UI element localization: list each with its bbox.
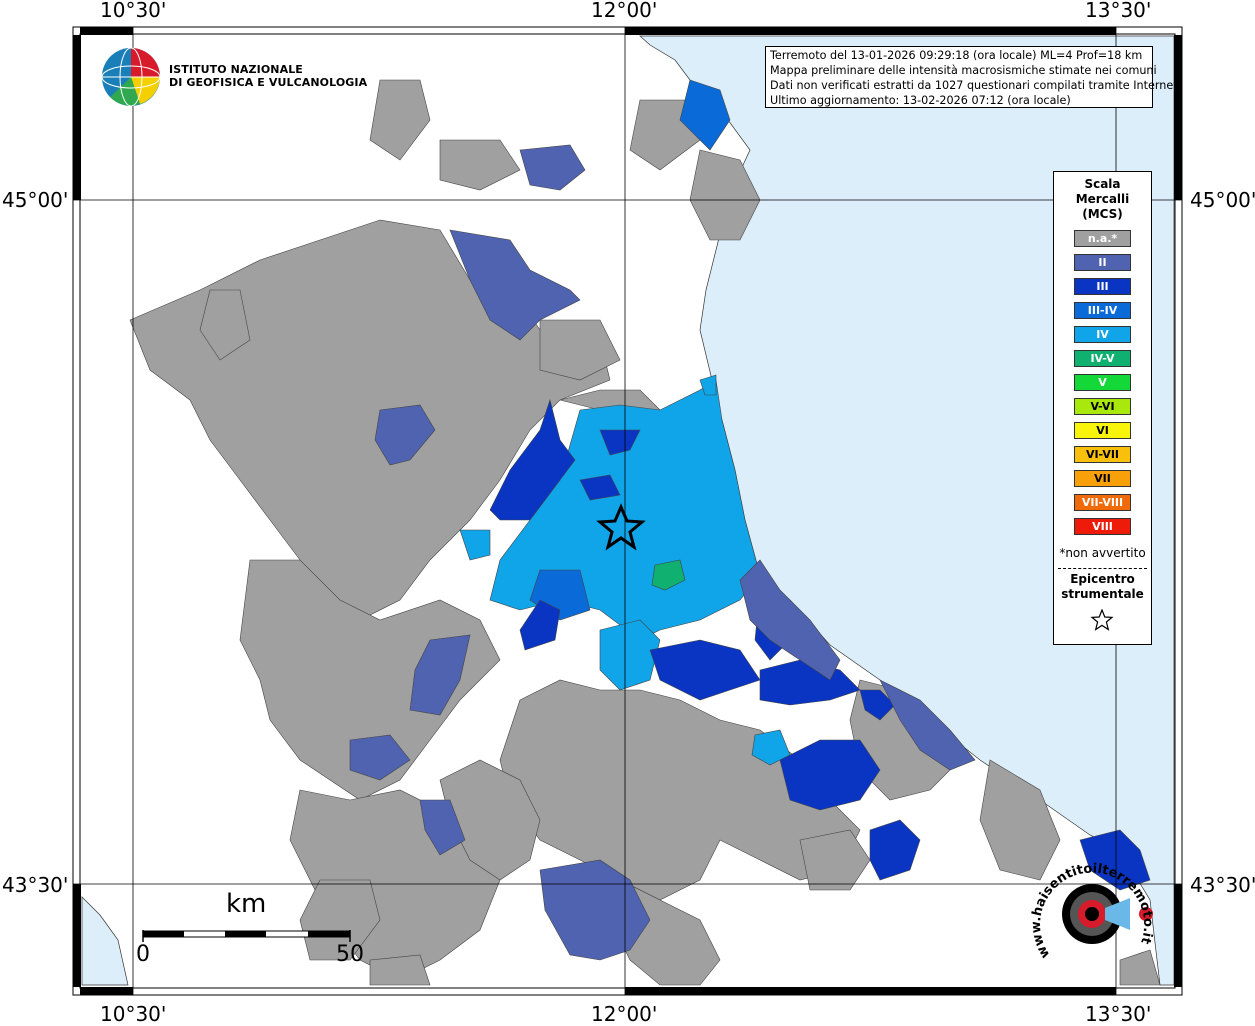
- comuni-ii: [349, 144, 976, 961]
- legend-epicenter-label: Epicentro strumentale: [1054, 572, 1151, 602]
- lon-label-top-center: 12°00': [591, 0, 658, 22]
- legend-item: VII-VIII: [1074, 494, 1131, 511]
- lat-label-left-top: 45°00': [2, 188, 69, 212]
- legend-item: VI-VII: [1074, 446, 1131, 463]
- legend-title-line1: Scala: [1084, 177, 1121, 191]
- event-info-line3: Dati non verificati estratti da 1027 que…: [770, 79, 1182, 92]
- legend-separator: [1058, 568, 1147, 569]
- scale-unit: km: [226, 889, 267, 919]
- legend-item: IV-V: [1074, 350, 1131, 367]
- legend-item: VIII: [1074, 518, 1131, 535]
- event-info-line4: Ultimo aggiornamento: 13-02-2026 07:12 (…: [770, 94, 1071, 107]
- scale-bar: [142, 930, 351, 942]
- institute-line2: DI GEOFISICA E VULCANOLOGIA: [169, 76, 368, 89]
- legend-item: II: [1074, 254, 1131, 271]
- watermark-label: www.haisentitoilterremoto.it: [1030, 861, 1155, 960]
- institute-line1: ISTITUTO NAZIONALE: [169, 63, 303, 76]
- scale-max: 50: [336, 942, 364, 967]
- frame-inner: [79, 33, 1176, 989]
- comuni-iii: [489, 398, 1151, 891]
- epicenter-star: [596, 503, 646, 551]
- legend-item: V: [1074, 374, 1131, 391]
- legend-epicenter-line1: Epicentro: [1070, 572, 1135, 586]
- legend-note: *non avvertito: [1059, 546, 1146, 560]
- institute-name: ISTITUTO NAZIONALE DI GEOFISICA E VULCAN…: [169, 63, 367, 89]
- lat-label-right-bottom: 43°30': [1190, 873, 1255, 897]
- event-info-line1: Terremoto del 13-01-2026 09:29:18 (ora l…: [770, 49, 1143, 62]
- ingv-logo: [101, 47, 161, 107]
- lon-label-top-right: 13°30': [1085, 0, 1152, 22]
- lat-label-left-bottom: 43°30': [2, 873, 69, 897]
- haisentito-logo: [1062, 884, 1153, 944]
- legend-epicenter-line2: strumentale: [1061, 587, 1144, 601]
- legend: Scala Mercalli (MCS) n.a.* II III III-IV IV I…: [1053, 171, 1152, 645]
- legend-item: III: [1074, 278, 1131, 295]
- event-info-box: Terremoto del 13-01-2026 09:29:18 (ora l…: [765, 46, 1182, 108]
- legend-item: n.a.*: [1074, 230, 1131, 247]
- lon-label-bottom-right: 13°30': [1085, 1002, 1152, 1026]
- tyrrhenian-sea: [81, 896, 129, 986]
- watermark-text: www.haisentitoilterremoto.it: [1030, 861, 1155, 960]
- legend-title-line3: (MCS): [1082, 207, 1123, 221]
- comune-iv-v: [651, 559, 686, 591]
- scale-min: 0: [136, 942, 150, 967]
- lat-label-right-top: 45°00': [1190, 188, 1255, 212]
- lon-label-bottom-center: 12°00': [591, 1002, 658, 1026]
- legend-item: V-VI: [1074, 398, 1131, 415]
- svg-text:www.haisentitoilterremoto.it: www.haisentitoilterremoto.it: [1030, 861, 1155, 960]
- legend-star-icon: [1090, 609, 1114, 631]
- legend-item: VI: [1074, 422, 1131, 439]
- event-info-line2: Mappa preliminare delle intensità macros…: [770, 64, 1157, 77]
- legend-item: IV: [1074, 326, 1131, 343]
- legend-item: III-IV: [1074, 302, 1131, 319]
- legend-title: Scala Mercalli (MCS): [1054, 177, 1151, 222]
- lon-label-top-left: 10°30': [100, 0, 167, 22]
- frame-ticks: [73, 27, 1182, 995]
- legend-title-line2: Mercalli: [1075, 192, 1130, 206]
- legend-item: VII: [1074, 470, 1131, 487]
- lon-label-bottom-left: 10°30': [100, 1002, 167, 1026]
